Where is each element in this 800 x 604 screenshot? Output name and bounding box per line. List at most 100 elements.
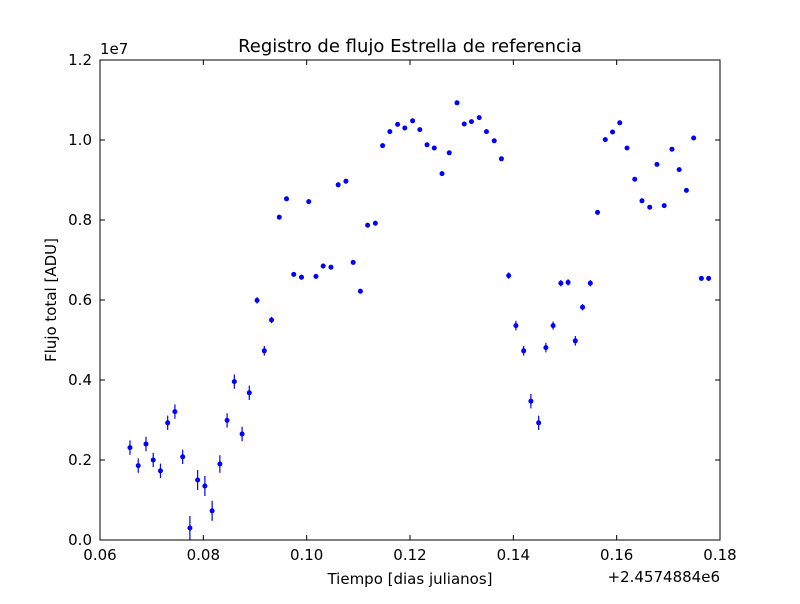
data-point — [328, 264, 334, 270]
data-point — [639, 198, 645, 204]
x-axis-label: Tiempo [dias julianos] — [326, 570, 492, 588]
data-point — [313, 273, 319, 279]
y-tick-label: 0.0 — [68, 531, 92, 549]
data-point — [580, 304, 586, 310]
data-point — [491, 138, 497, 144]
data-point — [261, 348, 267, 354]
y-tick-label: 0.4 — [68, 371, 92, 389]
data-point — [676, 167, 682, 173]
axes: 0.06 0.08 0.10 0.12 0.14 0.16 0.18 0.0 0.2 0.4 0.6… — [68, 51, 737, 564]
data-point — [647, 204, 653, 210]
data-point — [587, 280, 593, 286]
data-point — [431, 145, 437, 151]
data-point — [180, 454, 186, 460]
y-axis-label: Flujo total [ADU] — [42, 238, 60, 362]
data-point — [239, 431, 245, 437]
data-point — [506, 273, 512, 279]
data-point — [468, 119, 474, 125]
data-point — [498, 156, 504, 162]
data-point — [231, 379, 237, 385]
y-tick-label: 1.0 — [68, 131, 92, 149]
data-point — [528, 398, 534, 404]
data-point — [320, 263, 326, 269]
y-tick-label: 0.2 — [68, 451, 92, 469]
data-point — [350, 259, 356, 265]
data-point — [165, 420, 171, 426]
data-point — [224, 417, 230, 423]
data-point — [572, 338, 578, 344]
data-point — [424, 142, 430, 148]
data-point — [269, 317, 275, 323]
y-tick-label: 0.8 — [68, 211, 92, 229]
data-point — [380, 143, 386, 149]
chart-title: Registro de flujo Estrella de referencia — [238, 36, 582, 57]
data-point — [410, 118, 416, 124]
data-point — [172, 409, 178, 415]
data-point — [543, 345, 549, 351]
data-point — [706, 275, 712, 281]
data-point — [202, 483, 208, 489]
data-point — [617, 120, 623, 126]
data-point — [157, 468, 163, 474]
x-tick-label: 0.18 — [703, 546, 736, 564]
data-point — [357, 288, 363, 294]
data-point — [195, 477, 201, 483]
data-point — [417, 127, 423, 133]
data-point — [476, 115, 482, 121]
data-point — [683, 187, 689, 193]
data-point — [343, 178, 349, 184]
data-point — [306, 199, 312, 205]
data-point — [439, 171, 445, 177]
x-tick-label: 0.08 — [187, 546, 220, 564]
y-tick-label: 0.6 — [68, 291, 92, 309]
data-point — [483, 129, 489, 135]
data-point — [565, 279, 571, 285]
x-tick-label: 0.06 — [83, 546, 116, 564]
y-tick-label: 1.2 — [68, 51, 92, 69]
data-point — [372, 220, 378, 226]
x-tick-label: 0.12 — [393, 546, 426, 564]
data-point — [691, 135, 697, 141]
data-point — [632, 176, 638, 182]
data-point — [395, 121, 401, 127]
data-point — [454, 100, 460, 106]
data-point — [254, 297, 260, 303]
x-tick-label: 0.14 — [497, 546, 530, 564]
data-point — [536, 420, 542, 426]
data-point — [143, 441, 149, 447]
data-point — [698, 275, 704, 281]
data-point — [365, 222, 371, 228]
data-point — [284, 196, 290, 202]
data-point — [661, 203, 667, 209]
data-point — [550, 323, 556, 329]
data-point — [624, 145, 630, 151]
data-points — [127, 100, 712, 540]
y-scale-label: 1e7 — [100, 40, 128, 58]
data-point — [669, 146, 675, 152]
data-point — [209, 508, 215, 514]
data-point — [513, 323, 519, 329]
data-point — [299, 274, 304, 280]
data-point — [402, 125, 408, 131]
x-tick-label: 0.16 — [600, 546, 633, 564]
data-point — [291, 271, 297, 277]
x-tick-label: 0.10 — [290, 546, 323, 564]
data-point — [335, 182, 341, 188]
data-point — [654, 161, 660, 167]
data-point — [461, 121, 467, 127]
x-offset-label: +2.4574884e6 — [608, 568, 720, 586]
data-point — [446, 150, 452, 156]
data-point — [387, 129, 393, 135]
data-point — [558, 280, 564, 286]
data-point — [602, 137, 608, 143]
data-point — [127, 445, 133, 451]
data-point — [595, 209, 601, 215]
data-point — [521, 348, 527, 354]
plot-frame — [99, 59, 721, 541]
data-point — [217, 461, 223, 467]
data-point — [610, 129, 616, 135]
data-point — [135, 463, 141, 469]
data-point — [276, 214, 282, 220]
